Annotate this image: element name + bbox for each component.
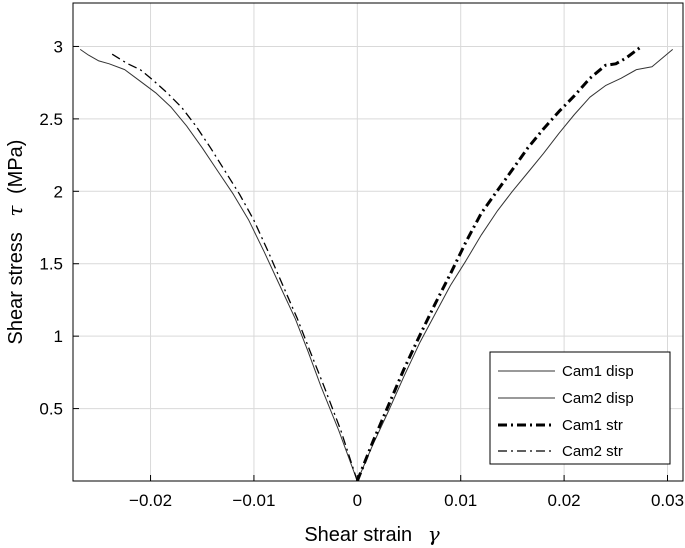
series-cam2-str (110, 53, 358, 482)
y-axis-unit: (MPa) (5, 140, 27, 194)
y-axis-symbol: τ (3, 205, 27, 217)
y-tick-label: 1.5 (39, 255, 63, 274)
x-axis-label-text: Shear strain (304, 524, 412, 546)
grid (73, 3, 683, 481)
tick-labels: −0.02 −0.01 0 0.01 0.02 0.03 0.5 1 1.5 2 2.5 3 (39, 37, 684, 510)
x-tick-label: 0 (353, 491, 362, 510)
x-tick-label: −0.02 (129, 491, 172, 510)
y-tick-label: 2 (54, 182, 63, 201)
x-axis-symbol: γ (428, 522, 440, 546)
legend-label-cam1-str: Cam1 str (562, 417, 623, 434)
series-layer (79, 46, 674, 482)
x-tick-label: 0.02 (548, 491, 581, 510)
legend-label-cam2-disp: Cam2 disp (562, 390, 634, 407)
y-tick-label: 0.5 (39, 400, 63, 419)
series-cam2-disp (356, 49, 674, 482)
y-axis-label-text: Shear stress (5, 232, 27, 344)
y-tick-label: 3 (54, 37, 63, 56)
x-tick-label: 0.03 (651, 491, 684, 510)
legend: Cam1 disp Cam2 disp Cam1 str Cam2 str (489, 351, 671, 465)
y-axis-label: Shear stress τ (MPa) (3, 140, 27, 345)
x-tick-label: −0.01 (232, 491, 275, 510)
y-tick-label: 2.5 (39, 110, 63, 129)
x-tick-label: 0.01 (444, 491, 477, 510)
ticks (73, 45, 668, 481)
legend-label-cam1-disp: Cam1 disp (562, 363, 634, 380)
plot-frame (72, 2, 684, 482)
legend-label-cam2-str: Cam2 str (562, 443, 623, 460)
y-tick-label: 1 (54, 327, 63, 346)
series-cam1-disp (79, 48, 358, 482)
x-axis-label: Shear strain γ (304, 522, 439, 546)
